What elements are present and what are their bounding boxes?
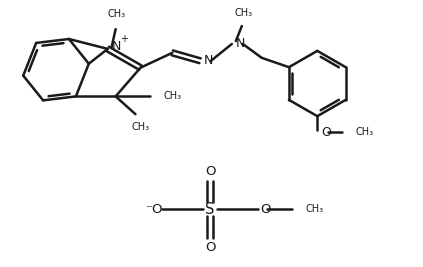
Text: N: N (112, 40, 121, 53)
Text: N: N (236, 37, 245, 50)
Text: CH₃: CH₃ (355, 127, 373, 137)
Text: +: + (120, 34, 128, 44)
Text: O: O (205, 164, 215, 178)
Text: CH₃: CH₃ (305, 204, 324, 214)
Text: CH₃: CH₃ (163, 91, 181, 101)
Text: ⁻O: ⁻O (145, 203, 162, 216)
Text: CH₃: CH₃ (132, 122, 150, 132)
Text: O: O (321, 125, 331, 139)
Text: CH₃: CH₃ (235, 8, 253, 18)
Text: O: O (205, 241, 215, 254)
Text: O: O (261, 203, 271, 216)
Text: CH₃: CH₃ (107, 9, 126, 19)
Text: S: S (205, 202, 215, 217)
Text: N: N (204, 54, 214, 67)
